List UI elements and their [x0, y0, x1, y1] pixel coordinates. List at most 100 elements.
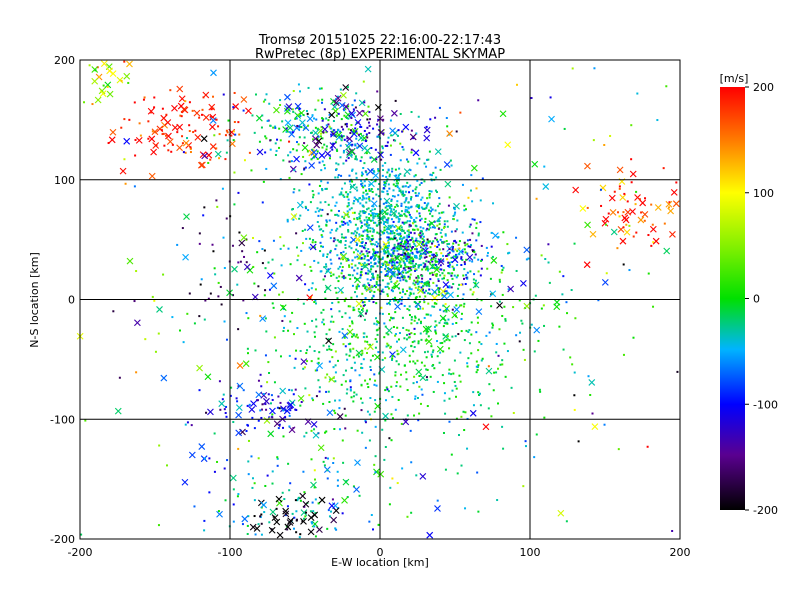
data-point: [417, 303, 420, 306]
data-point: [477, 258, 480, 261]
data-point: [413, 414, 416, 417]
data-point: [406, 414, 409, 417]
data-point-x: [329, 142, 337, 149]
data-point: [186, 137, 189, 140]
data-point: [407, 297, 410, 300]
data-point: [464, 283, 467, 286]
data-point: [318, 87, 321, 90]
data-point: [495, 342, 498, 345]
data-point: [191, 109, 194, 112]
data-point: [310, 131, 313, 134]
data-point: [344, 108, 347, 111]
data-point: [322, 230, 325, 233]
data-point: [320, 180, 323, 183]
data-point: [459, 380, 462, 383]
data-point: [218, 380, 221, 383]
data-point: [322, 131, 325, 134]
data-point: [253, 427, 256, 430]
data-point: [391, 290, 394, 293]
data-point: [218, 133, 221, 136]
data-point: [377, 217, 380, 220]
data-point: [313, 469, 316, 472]
data-point: [410, 111, 413, 114]
data-point: [442, 226, 445, 229]
data-point: [368, 251, 371, 254]
data-point: [395, 174, 398, 177]
y-tick-label: -100: [50, 413, 75, 426]
data-point: [414, 174, 417, 177]
data-point: [278, 293, 281, 296]
data-point: [404, 199, 407, 202]
data-point-x: [616, 166, 624, 174]
data-point: [356, 189, 359, 192]
data-point: [349, 277, 352, 280]
data-point: [234, 133, 237, 136]
data-point-x: [391, 109, 398, 117]
data-point: [296, 124, 299, 127]
data-point: [397, 177, 400, 180]
data-point: [189, 151, 192, 154]
data-point: [342, 258, 345, 261]
data-point: [375, 340, 378, 343]
data-point: [336, 484, 339, 487]
data-point-x: [433, 266, 441, 274]
data-point: [406, 236, 409, 239]
data-point: [276, 457, 279, 460]
data-point: [413, 375, 416, 378]
data-point: [278, 407, 281, 410]
data-point: [470, 333, 473, 336]
data-point: [381, 351, 384, 354]
data-point: [451, 308, 454, 311]
data-point-x: [280, 405, 287, 413]
data-point: [436, 266, 439, 269]
data-point: [306, 150, 309, 153]
data-point: [330, 127, 333, 130]
data-point: [630, 181, 633, 184]
data-point: [574, 317, 577, 320]
data-point: [325, 148, 328, 151]
data-point: [211, 243, 214, 246]
data-point: [407, 253, 410, 256]
data-point: [420, 217, 423, 220]
data-point: [429, 278, 432, 281]
data-point: [404, 293, 407, 296]
data-point: [343, 138, 346, 141]
data-point: [470, 174, 473, 177]
data-point: [436, 191, 439, 194]
data-point: [311, 319, 314, 322]
data-point-x: [321, 125, 329, 133]
data-point-x: [91, 77, 99, 85]
data-point: [480, 359, 483, 362]
data-point: [377, 135, 380, 138]
data-point: [463, 204, 466, 207]
x-tick-label: 200: [670, 546, 691, 559]
data-point: [542, 304, 545, 307]
data-point: [489, 277, 492, 280]
data-point: [460, 283, 463, 286]
data-point: [351, 284, 354, 287]
data-point: [303, 491, 306, 494]
data-point: [267, 361, 270, 364]
data-point-x: [279, 304, 287, 312]
data-point: [384, 246, 387, 249]
data-point: [295, 117, 298, 120]
data-point: [399, 246, 402, 249]
data-point: [425, 255, 428, 258]
data-point: [348, 266, 351, 269]
data-point: [403, 221, 406, 224]
data-point: [460, 304, 463, 307]
data-point: [409, 266, 412, 269]
data-point: [613, 190, 616, 193]
data-point: [387, 302, 390, 305]
data-point: [466, 365, 469, 368]
data-point: [385, 180, 388, 183]
data-point: [427, 292, 430, 295]
data-point: [412, 292, 415, 295]
data-point-x: [108, 136, 116, 144]
data-point: [262, 393, 265, 396]
data-point: [367, 207, 370, 210]
data-point: [453, 255, 456, 258]
data-point: [429, 375, 432, 378]
data-point-x: [300, 358, 308, 366]
data-point: [368, 124, 371, 127]
